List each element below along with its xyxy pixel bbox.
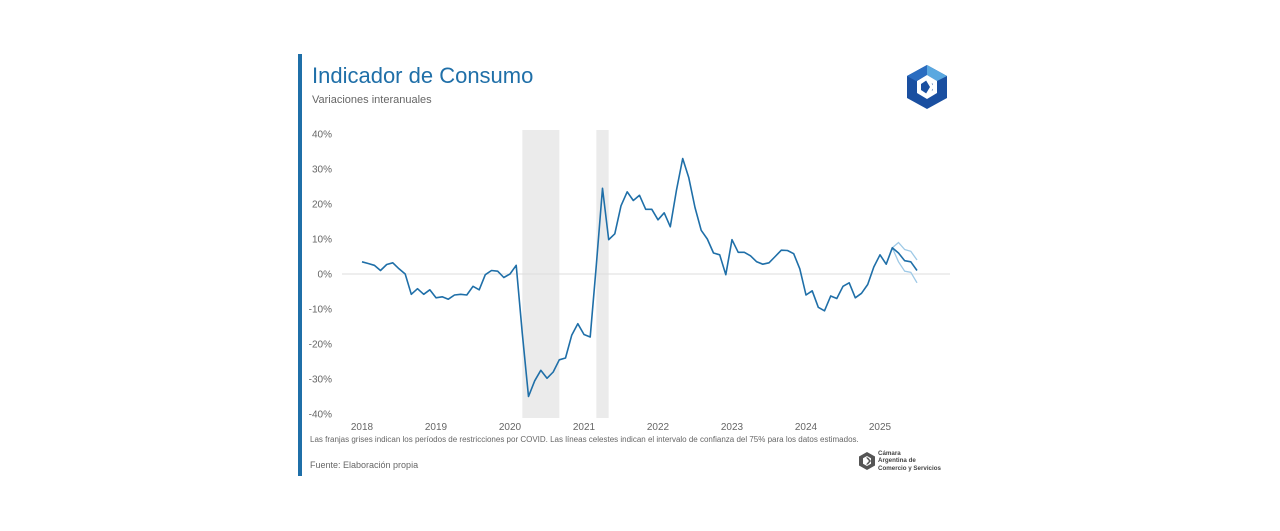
x-tick-label: 2019: [425, 422, 448, 433]
confidence-upper-line: [891, 241, 918, 261]
series-line: [361, 157, 918, 398]
chart-title: Indicador de Consumo: [312, 63, 534, 88]
y-tick-label: -10%: [309, 305, 332, 316]
chamber-name-line: Argentina de: [878, 457, 916, 465]
footnote: Las franjas grises indican los períodos …: [310, 435, 859, 444]
y-tick-label: 20%: [312, 200, 332, 211]
x-tick-label: 2018: [351, 422, 374, 433]
chart-subtitle: Variaciones interanuales: [312, 94, 432, 106]
x-tick-label: 2021: [573, 422, 596, 433]
y-tick-label: -20%: [309, 340, 332, 351]
chamber-logo: Cámara Argentina de Comercio y Servicios: [857, 449, 957, 475]
y-tick-label: 10%: [312, 235, 332, 246]
accent-bar: [298, 54, 302, 476]
x-tick-label: 2022: [647, 422, 670, 433]
chamber-name: Cámara Argentina de Comercio y Servicios: [878, 450, 941, 472]
chamber-logo-icon: [859, 452, 875, 470]
y-tick-label: 0%: [318, 270, 333, 281]
y-tick-label: -30%: [309, 375, 332, 386]
line-chart: 40% 30% 20% 10% 0% -10% -20% -30% -40% 2018 2019 2…: [309, 130, 950, 433]
y-tick-label: -40%: [309, 410, 332, 421]
x-tick-label: 2023: [721, 422, 744, 433]
brand-logo-icon: [907, 65, 947, 109]
x-tick-label: 2020: [499, 422, 522, 433]
x-tick-label: 2024: [795, 422, 818, 433]
y-tick-label: 40%: [312, 130, 332, 141]
chart-card: Indicador de Consumo Variaciones interan…: [298, 54, 958, 476]
chamber-name-line: Comercio y Servicios: [878, 464, 941, 472]
chamber-name-line: Cámara: [878, 450, 901, 457]
x-tick-label: 2025: [869, 422, 892, 433]
source-note: Fuente: Elaboración propia: [310, 460, 419, 470]
y-tick-label: 30%: [312, 165, 332, 176]
confidence-lower-line: [891, 247, 918, 284]
